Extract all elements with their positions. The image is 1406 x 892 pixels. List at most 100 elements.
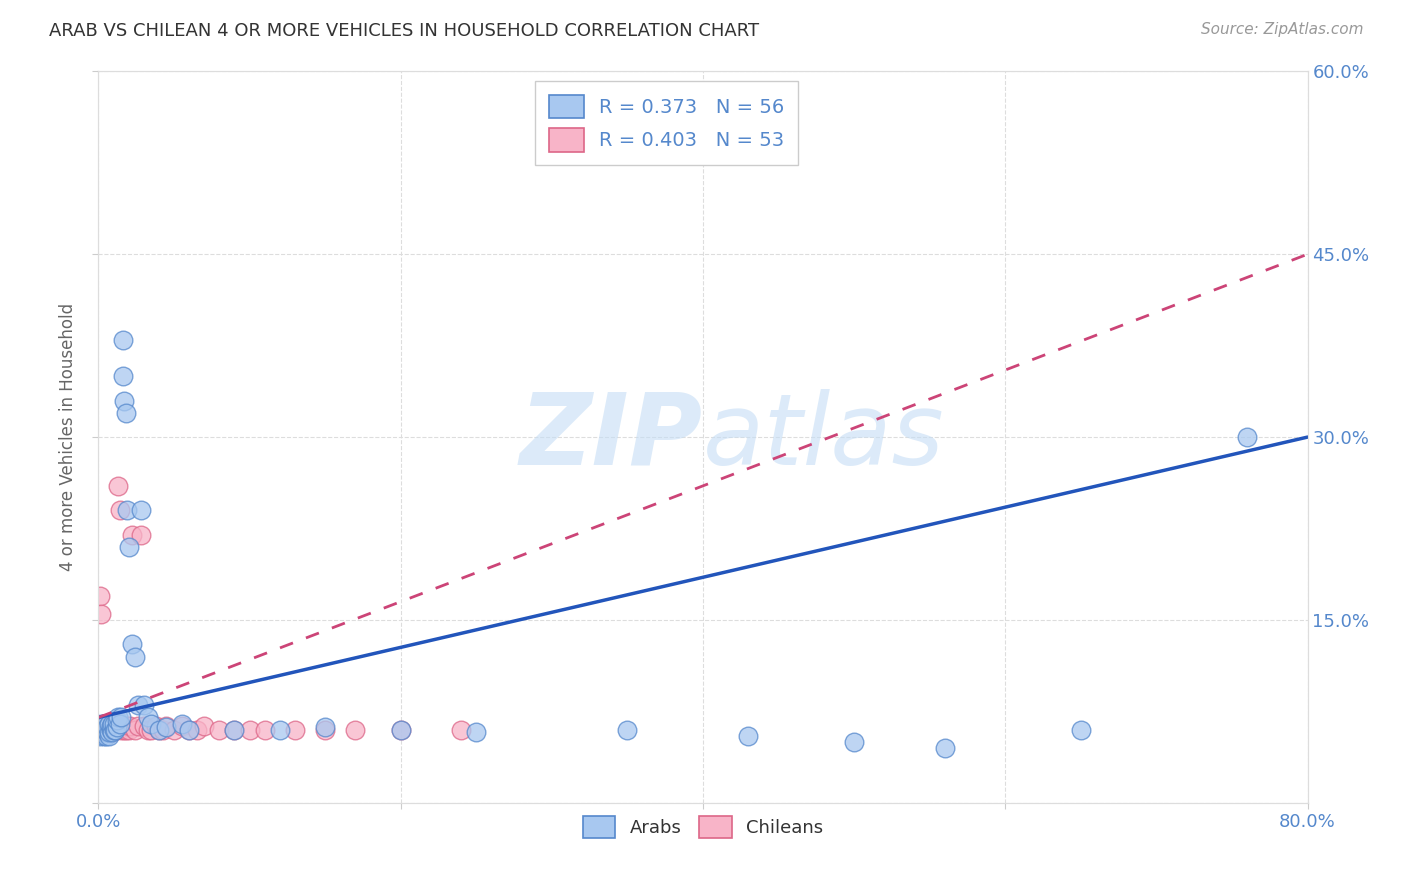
Point (186, 723, 208, 737)
Point (100, 716, 122, 731)
Point (127, 698, 149, 713)
Point (344, 723, 367, 737)
Point (100, 723, 122, 737)
Point (91, 719, 114, 733)
Point (141, 716, 163, 731)
Point (127, 719, 149, 733)
Point (107, 710, 129, 724)
Point (155, 720, 177, 734)
Point (94, 729, 117, 743)
Point (96, 723, 118, 737)
Point (98, 719, 121, 733)
Point (193, 719, 215, 733)
Point (389, 723, 412, 737)
Point (110, 723, 132, 737)
Point (844, 735, 866, 749)
Point (105, 713, 128, 727)
Point (114, 406, 136, 420)
Point (450, 723, 472, 737)
Point (124, 723, 146, 737)
Point (112, 393, 135, 408)
Point (91, 723, 114, 737)
Point (89, 589, 111, 603)
Point (179, 723, 201, 737)
Point (148, 723, 170, 737)
Point (94, 725, 117, 739)
Point (96, 720, 118, 734)
Point (129, 503, 152, 517)
Point (224, 723, 246, 737)
Point (93, 720, 115, 734)
Point (118, 540, 141, 554)
Text: ZIP: ZIP (520, 389, 703, 485)
Point (155, 719, 177, 733)
Point (170, 716, 193, 731)
Point (239, 723, 262, 737)
Point (616, 723, 638, 737)
Point (93, 723, 115, 737)
Point (1236, 430, 1258, 444)
Point (90, 723, 112, 737)
Point (93, 716, 115, 731)
Point (152, 723, 174, 737)
Point (208, 723, 231, 737)
Y-axis label: 4 or more Vehicles in Household: 4 or more Vehicles in Household (59, 303, 77, 571)
Point (96, 716, 118, 731)
Point (163, 723, 186, 737)
Point (314, 720, 336, 734)
Point (101, 719, 124, 733)
Point (101, 725, 124, 739)
Point (115, 503, 138, 517)
Point (170, 719, 193, 733)
Point (100, 723, 122, 737)
Point (98, 725, 121, 739)
Point (101, 716, 124, 731)
Point (1070, 723, 1092, 737)
Point (132, 698, 155, 713)
Point (104, 723, 127, 737)
Point (105, 720, 128, 734)
Point (284, 723, 307, 737)
Point (91, 725, 114, 739)
Point (389, 723, 412, 737)
Point (253, 723, 276, 737)
Point (114, 723, 136, 737)
Point (105, 716, 128, 731)
Point (96, 725, 118, 739)
Point (120, 719, 142, 733)
Text: atlas: atlas (703, 389, 945, 485)
Point (111, 369, 134, 384)
Point (737, 729, 759, 743)
Point (224, 723, 246, 737)
Point (103, 716, 125, 731)
Point (98, 716, 121, 731)
Point (179, 723, 201, 737)
Point (269, 723, 291, 737)
Point (136, 710, 159, 724)
Point (101, 725, 124, 739)
Point (934, 740, 956, 755)
Point (148, 723, 170, 737)
Point (121, 637, 143, 651)
Point (103, 723, 125, 737)
Point (118, 723, 141, 737)
Point (141, 723, 163, 737)
Point (136, 723, 159, 737)
Point (110, 710, 132, 724)
Point (93, 729, 115, 743)
Point (129, 527, 152, 541)
Point (90, 607, 112, 621)
Point (107, 479, 129, 493)
Point (108, 716, 131, 731)
Point (112, 723, 135, 737)
Point (465, 725, 488, 739)
Text: ARAB VS CHILEAN 4 OR MORE VEHICLES IN HOUSEHOLD CORRELATION CHART: ARAB VS CHILEAN 4 OR MORE VEHICLES IN HO… (49, 22, 759, 40)
Point (103, 716, 125, 731)
Point (94, 723, 117, 737)
Point (98, 729, 121, 743)
Point (98, 725, 121, 739)
Point (145, 719, 167, 733)
Point (132, 719, 155, 733)
Point (100, 719, 122, 733)
Point (104, 723, 127, 737)
